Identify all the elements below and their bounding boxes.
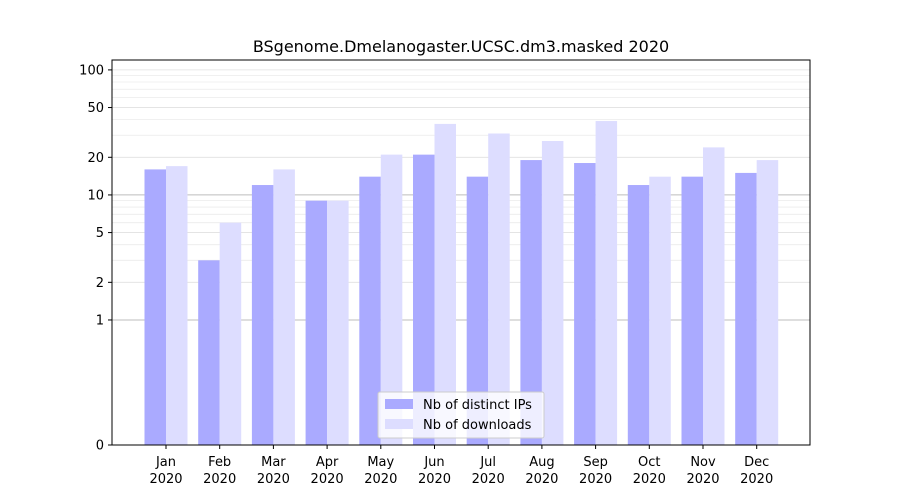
bar-downloads-jul xyxy=(488,133,510,445)
bar-downloads-dec xyxy=(756,160,779,445)
x-tick-label-month: Dec xyxy=(744,455,769,470)
y-tick-label: 0 xyxy=(96,439,104,454)
x-tick-label-year: 2020 xyxy=(633,472,666,487)
bar-distinct-ips-jul xyxy=(466,176,489,445)
x-axis: Jan 2020 Feb 2020 Mar 2020 Apr 2020 May 2020 Jun 20… xyxy=(149,445,773,487)
legend: Nb of distinct IPs Nb of downloads xyxy=(377,391,545,439)
bar-distinct-ips-apr xyxy=(305,200,328,445)
y-tick-label: 5 xyxy=(96,226,104,241)
bar-downloads-oct xyxy=(649,176,671,445)
x-tick-label-year: 2020 xyxy=(418,472,451,487)
bar-distinct-ips-nov xyxy=(681,176,703,445)
x-tick-label-year: 2020 xyxy=(149,472,182,487)
x-tick-label-year: 2020 xyxy=(740,472,773,487)
bar-downloads-apr xyxy=(327,200,349,445)
y-tick-label: 20 xyxy=(87,151,104,166)
bar-downloads-nov xyxy=(703,147,725,446)
y-tick-label: 1 xyxy=(96,313,104,328)
bar-distinct-ips-jan xyxy=(144,169,166,445)
legend-label-distinct-ips: Nb of distinct IPs xyxy=(423,398,532,413)
y-tick-label: 50 xyxy=(87,101,104,116)
bars xyxy=(144,121,779,446)
legend-box xyxy=(377,391,545,439)
bar-downloads-mar xyxy=(273,169,295,445)
x-tick-label-month: Mar xyxy=(261,455,286,470)
x-tick-label-month: Jun xyxy=(423,455,444,470)
x-tick-label-year: 2020 xyxy=(311,472,344,487)
legend-swatch-downloads xyxy=(385,419,413,429)
legend-label-downloads: Nb of downloads xyxy=(423,418,532,433)
y-axis: 0 1 2 5 10 20 50 100 xyxy=(79,63,112,454)
bar-distinct-ips-may xyxy=(359,176,381,445)
bar-distinct-ips-mar xyxy=(251,185,274,445)
x-tick-label-month: Apr xyxy=(316,455,339,470)
x-tick-label-year: 2020 xyxy=(257,472,290,487)
x-tick-label-month: Aug xyxy=(529,455,554,470)
x-tick-label-year: 2020 xyxy=(686,472,719,487)
chart-title: BSgenome.Dmelanogaster.UCSC.dm3.masked 2… xyxy=(253,37,669,56)
x-tick-label-month: May xyxy=(367,455,394,470)
x-tick-label-year: 2020 xyxy=(579,472,612,487)
x-tick-label-month: Feb xyxy=(208,455,231,470)
bar-distinct-ips-dec xyxy=(735,172,757,445)
bar-distinct-ips-feb xyxy=(198,260,220,445)
bar-downloads-jan xyxy=(166,166,188,445)
bar-downloads-may xyxy=(380,154,403,446)
x-tick-label-year: 2020 xyxy=(364,472,397,487)
x-tick-label-year: 2020 xyxy=(525,472,558,487)
bar-distinct-ips-aug xyxy=(520,160,542,445)
x-tick-label-month: Sep xyxy=(583,455,608,470)
x-tick-label-year: 2020 xyxy=(472,472,505,487)
bar-distinct-ips-sep xyxy=(574,163,596,445)
bar-distinct-ips-oct xyxy=(627,185,650,445)
y-tick-label: 10 xyxy=(87,188,104,203)
legend-swatch-distinct-ips xyxy=(385,399,413,409)
bar-downloads-sep xyxy=(595,121,618,446)
bar-downloads-feb xyxy=(219,222,242,445)
x-tick-label-month: Jul xyxy=(479,455,496,470)
x-tick-label-month: Jan xyxy=(155,455,176,470)
bar-downloads-aug xyxy=(541,140,564,445)
x-tick-label-month: Nov xyxy=(690,455,716,470)
x-tick-label-month: Oct xyxy=(638,455,660,470)
x-tick-label-year: 2020 xyxy=(203,472,236,487)
y-tick-label: 2 xyxy=(96,276,104,291)
bar-downloads-jun xyxy=(434,123,456,445)
y-tick-label: 100 xyxy=(79,63,104,78)
bar-distinct-ips-jun xyxy=(413,154,435,446)
plot-frame xyxy=(111,59,811,446)
